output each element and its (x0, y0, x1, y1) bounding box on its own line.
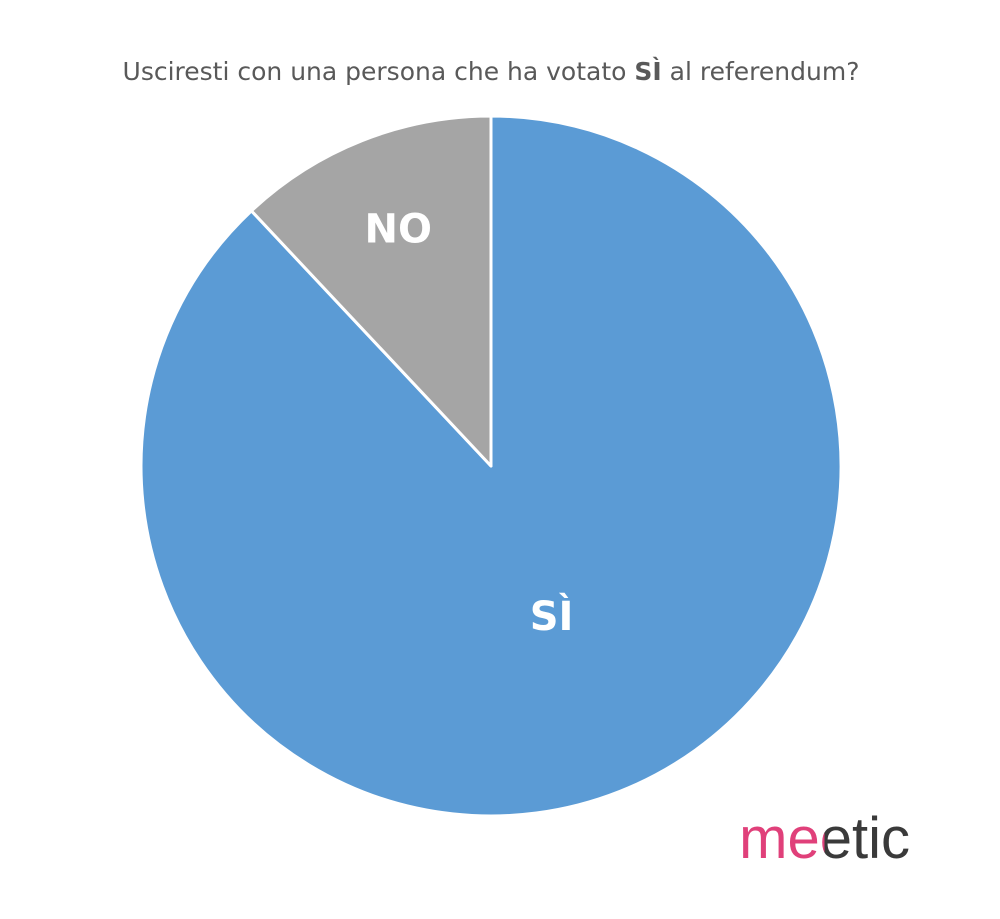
pie-slice (249, 114, 493, 468)
slice-label: NO (364, 207, 431, 253)
title-part: SÌ (634, 57, 661, 86)
title-part: Usciresti con una persona che ha votato (123, 57, 635, 86)
pie: SÌ NO (139, 114, 843, 818)
chart-title: Usciresti con una persona che ha votato … (123, 57, 860, 86)
title-part: al referendum? (662, 57, 860, 86)
slice-label: SÌ (530, 592, 574, 640)
logo: meetic (739, 806, 910, 871)
